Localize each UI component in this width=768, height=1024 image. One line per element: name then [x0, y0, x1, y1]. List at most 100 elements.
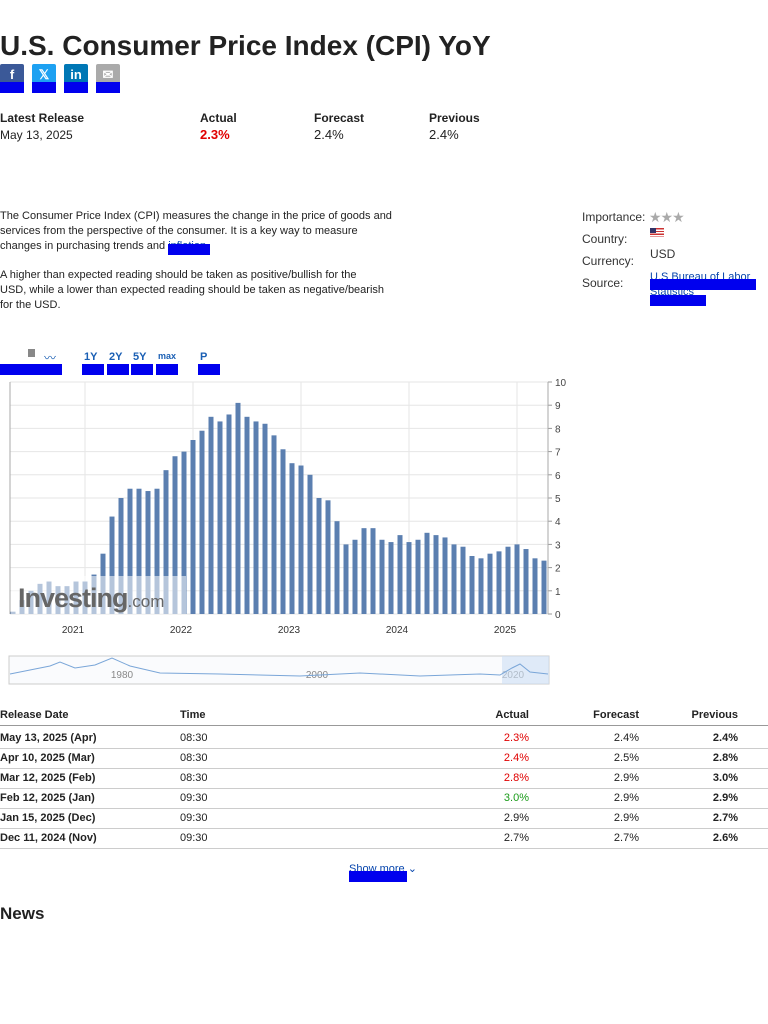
description: A higher than expected reading should be…: [0, 269, 385, 311]
bar: [262, 423, 268, 614]
bar: [433, 535, 439, 614]
currency: USD: [650, 247, 676, 261]
bar: [316, 498, 322, 614]
cell: 2.7%: [503, 832, 529, 844]
x-tick-label: 2025: [494, 625, 517, 636]
link-highlight: [650, 295, 706, 306]
bar: [217, 421, 223, 614]
table-row: Mar 12, 2025 (Feb) 08:30 2.8% 2.9% 3.0%: [0, 768, 768, 789]
news-title: News: [0, 904, 45, 923]
chart: 0 1 2 3 4 5 6 7 8 9 10 2021 2022 2023 2024 2025 Investin…: [8, 378, 567, 685]
bar: [487, 553, 493, 614]
cell: 2.7%: [712, 812, 738, 824]
watermark-bg: [11, 576, 186, 614]
link-highlight: [82, 364, 104, 375]
bar: [181, 451, 187, 614]
release-date: May 13, 2025: [0, 128, 73, 142]
bar: [127, 488, 133, 614]
cell: 09:30: [180, 812, 208, 824]
y-tick-label: 1: [555, 587, 561, 598]
range-button[interactable]: 2Y: [109, 351, 123, 363]
link-highlight: [107, 364, 129, 375]
navigator: [8, 655, 550, 685]
column-header: Forecast: [593, 709, 639, 721]
bar: [370, 528, 376, 614]
bar: [271, 435, 277, 614]
y-tick-label: 5: [555, 494, 561, 505]
share-x[interactable]: 𝕏: [32, 64, 56, 86]
label: Forecast: [314, 111, 365, 125]
bar: [397, 535, 403, 614]
x-tick-label: 2023: [278, 625, 301, 636]
cell: 2.4%: [503, 752, 529, 764]
share-facebook[interactable]: f: [0, 64, 24, 86]
link-highlight: [64, 82, 88, 93]
cell: Apr 10, 2025 (Mar): [0, 752, 95, 764]
share-linkedin[interactable]: in: [64, 64, 88, 86]
bar: [307, 474, 313, 614]
cell: 09:30: [180, 792, 208, 804]
icon-button[interactable]: 〰: [44, 351, 57, 365]
page-title: U.S. Consumer Price Index (CPI) YoY: [0, 30, 491, 61]
cell: Jan 15, 2025 (Dec): [0, 812, 96, 824]
x-tick-label: 2022: [170, 625, 193, 636]
bar: [145, 491, 151, 614]
range-button[interactable]: 5Y: [133, 351, 147, 363]
cell: 3.0%: [712, 772, 738, 784]
bar: [352, 539, 358, 614]
range-button[interactable]: P: [200, 351, 208, 363]
range-button[interactable]: max: [158, 351, 177, 361]
link[interactable]: inflation: [168, 240, 211, 255]
bar: [253, 421, 259, 614]
cell: May 13, 2025 (Apr): [0, 732, 97, 744]
cell: 2.9%: [503, 812, 529, 824]
bar: [406, 542, 412, 614]
bar: [343, 544, 349, 614]
label: Actual: [200, 111, 237, 125]
link-highlight: [168, 244, 211, 255]
bar: [388, 542, 394, 614]
label: Previous: [429, 111, 480, 125]
icon-button[interactable]: [28, 349, 35, 357]
text: The Consumer Price Index (CPI) measures …: [0, 210, 392, 252]
bar: [190, 440, 196, 614]
bar: [478, 558, 484, 614]
bar: [226, 414, 232, 614]
cell: 2.4%: [613, 732, 639, 744]
link-highlight: [0, 364, 62, 375]
cell: 2.6%: [712, 832, 738, 844]
y-tick-label: 8: [555, 424, 561, 435]
y-tick-label: 4: [555, 517, 561, 528]
y-tick-label: 2: [555, 564, 561, 575]
bar: [136, 488, 142, 614]
bar: [154, 488, 160, 614]
bar: [163, 470, 169, 614]
forecast: 2.4%: [314, 127, 344, 142]
cell: 2.9%: [712, 792, 738, 804]
bar: [460, 546, 466, 614]
column-header: Actual: [495, 709, 529, 721]
cell: 2.8%: [503, 772, 529, 784]
y-tick-label: 6: [555, 471, 561, 482]
x-tick-label: 2024: [386, 625, 409, 636]
cell: 2.5%: [613, 752, 639, 764]
bar: [361, 528, 367, 614]
cell: 08:30: [180, 732, 208, 744]
bar: [118, 498, 124, 614]
bar: [334, 521, 340, 614]
cell: 2.4%: [712, 732, 738, 744]
share-email[interactable]: ✉: [96, 64, 120, 86]
range-button[interactable]: 1Y: [84, 351, 98, 363]
bar: [505, 546, 511, 614]
bar: [235, 402, 241, 614]
description: The Consumer Price Index (CPI) measures …: [0, 209, 392, 255]
watermark-brand: Investing: [18, 583, 128, 613]
cell: 09:30: [180, 832, 208, 844]
bar: [298, 465, 304, 614]
bar: [541, 560, 547, 614]
bar: [469, 556, 475, 614]
table-row: Apr 10, 2025 (Mar) 08:30 2.4% 2.5% 2.8%: [0, 748, 768, 769]
bar: [514, 544, 520, 614]
link-highlight: [650, 279, 756, 290]
